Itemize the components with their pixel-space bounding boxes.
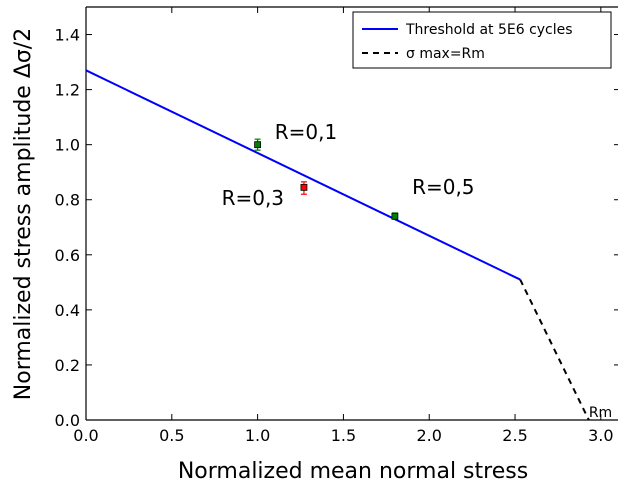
legend-threshold-label: Threshold at 5E6 cycles xyxy=(405,22,573,38)
x-tick-label: 0.0 xyxy=(73,426,98,445)
y-tick-label: 0.2 xyxy=(55,356,80,375)
sigma-max-line xyxy=(519,279,590,421)
x-tick-label: 1.0 xyxy=(245,426,270,445)
y-tick-label: 1.2 xyxy=(55,81,80,100)
x-tick-label: 1.5 xyxy=(331,426,356,445)
annotation-r01: R=0,1 xyxy=(275,120,337,144)
data-point xyxy=(300,183,308,191)
threshold-line xyxy=(85,69,521,281)
annotation-rm: Rm xyxy=(589,405,612,421)
y-tick-label: 0.4 xyxy=(55,301,80,320)
y-tick-label: 0.8 xyxy=(55,191,80,210)
y-axis-title: Normalized stress amplitude Δσ/2 xyxy=(11,28,36,400)
legend-box xyxy=(352,11,612,69)
y-tick-label: 1.0 xyxy=(55,136,80,155)
x-tick-label: 2.5 xyxy=(502,426,527,445)
y-tick-label: 0.0 xyxy=(55,411,80,430)
annotation-r05: R=0,5 xyxy=(412,175,474,199)
data-point xyxy=(391,212,399,220)
legend: Threshold at 5E6 cycles σ max=Rm xyxy=(352,11,612,69)
annotation-r03: R=0,3 xyxy=(222,186,284,210)
x-tick-label: 3.0 xyxy=(588,426,613,445)
data-point xyxy=(254,141,262,149)
x-tick-label: 0.5 xyxy=(159,426,184,445)
legend-sigma-max-label: σ max=Rm xyxy=(406,46,485,62)
annotations: R=0,1 R=0,3 R=0,5 Rm xyxy=(222,120,613,421)
y-tick-label: 1.4 xyxy=(55,26,80,45)
data-marks xyxy=(85,69,590,421)
y-tick-label: 0.6 xyxy=(55,246,80,265)
x-axis-title: Normalized mean normal stress xyxy=(178,459,528,484)
x-tick-label: 2.0 xyxy=(416,426,441,445)
axes: 0.0 0.5 1.0 1.5 2.0 2.5 3.0 0.0 0.2 0.4 0.6 0.8 1.0 1… xyxy=(55,6,618,445)
